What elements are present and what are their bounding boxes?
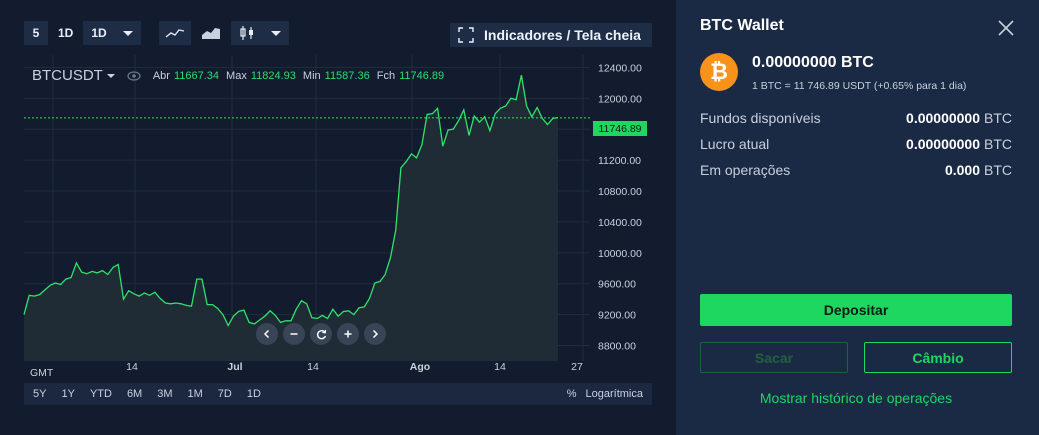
minus-icon bbox=[290, 333, 298, 335]
x-tick-label: 14 bbox=[126, 361, 138, 373]
ohlc-legend: BTCUSDT Abr 11667.34 Max 11824.93 Min 11… bbox=[32, 67, 451, 84]
chevron-right-icon bbox=[372, 329, 379, 339]
chevron-down-icon bbox=[123, 30, 134, 36]
min-value: 11587.36 bbox=[324, 69, 370, 82]
y-tick-label: 11200.00 bbox=[598, 155, 641, 167]
x-tick-label: 14 bbox=[494, 361, 506, 373]
row-label: Lucro atual bbox=[700, 136, 770, 152]
interval-select-value: 1D bbox=[91, 26, 107, 40]
row-value: 0.00000000 bbox=[906, 110, 980, 126]
wallet-title: BTC Wallet bbox=[700, 17, 784, 34]
bitcoin-icon: ₿ bbox=[700, 53, 738, 91]
interval-button[interactable]: 1D bbox=[58, 26, 74, 40]
indicators-label: Indicadores / Tela cheia bbox=[484, 27, 641, 43]
current-profit-row: Lucro atual 0.00000000 BTC bbox=[700, 136, 1012, 152]
timezone-label: GMT bbox=[30, 367, 54, 379]
bar-count-button[interactable]: 5 bbox=[24, 21, 48, 45]
area-chart-icon bbox=[202, 28, 221, 39]
line-chart-button[interactable] bbox=[159, 21, 192, 45]
range-1y[interactable]: 1Y bbox=[61, 388, 75, 400]
y-tick-label: 9200.00 bbox=[598, 310, 636, 322]
scroll-left-button[interactable] bbox=[256, 323, 278, 345]
y-tick-label: 8800.00 bbox=[598, 341, 636, 353]
range-ytd[interactable]: YTD bbox=[89, 388, 112, 400]
chart-panel: 5 1D 1D bbox=[0, 21, 676, 405]
price-chart[interactable]: 12400.0012000.0011600.0011200.0010800.00… bbox=[0, 55, 676, 380]
deposit-button[interactable]: Depositar bbox=[700, 294, 1012, 326]
row-value: 0.00000000 bbox=[906, 136, 980, 152]
y-tick-label: 10400.00 bbox=[598, 217, 642, 229]
zoom-in-button[interactable] bbox=[337, 323, 359, 345]
open-label: Abr bbox=[152, 69, 170, 82]
scroll-right-button[interactable] bbox=[364, 323, 386, 345]
candlestick-icon bbox=[240, 26, 254, 40]
indicators-fullscreen-button[interactable]: Indicadores / Tela cheia bbox=[450, 23, 652, 47]
row-unit: BTC bbox=[984, 136, 1012, 152]
candlestick-select[interactable] bbox=[231, 21, 290, 45]
chart-toolbar: 5 1D 1D bbox=[24, 21, 290, 45]
x-tick-label: 27 bbox=[571, 361, 583, 373]
row-value: 0.000 bbox=[944, 162, 980, 178]
range-1d[interactable]: 1D bbox=[246, 388, 261, 400]
percent-scale-toggle[interactable]: % bbox=[566, 388, 577, 400]
chart-navigation bbox=[256, 323, 391, 345]
x-tick-label: Jul bbox=[227, 361, 242, 373]
row-unit: BTC bbox=[984, 110, 1012, 126]
row-label: Em operações bbox=[700, 162, 791, 178]
y-tick-label: 9600.00 bbox=[598, 279, 636, 291]
close-label: Fch bbox=[376, 69, 396, 82]
symbol-label[interactable]: BTCUSDT bbox=[32, 67, 103, 84]
exchange-rate: 1 BTC = 11 746.89 USDT (+0.65% para 1 di… bbox=[752, 80, 967, 92]
price-line bbox=[23, 74, 559, 327]
reset-icon bbox=[316, 329, 326, 339]
price-area bbox=[24, 75, 558, 361]
max-label: Max bbox=[226, 69, 247, 82]
interval-select[interactable]: 1D bbox=[83, 21, 142, 45]
range-7d[interactable]: 7D bbox=[217, 388, 232, 400]
range-1m[interactable]: 1M bbox=[187, 388, 203, 400]
in-operations-row: Em operações 0.000 BTC bbox=[700, 162, 1012, 178]
chevron-left-icon bbox=[263, 329, 270, 339]
chevron-down-icon bbox=[271, 30, 282, 36]
close-icon[interactable] bbox=[996, 18, 1016, 38]
chevron-down-icon[interactable] bbox=[106, 73, 115, 78]
close-value: 11746.89 bbox=[399, 69, 445, 82]
fullscreen-icon bbox=[458, 27, 474, 43]
withdraw-button[interactable]: Sacar bbox=[700, 342, 848, 373]
exchange-button[interactable]: Câmbio bbox=[864, 342, 1012, 373]
range-6m[interactable]: 6M bbox=[126, 388, 143, 400]
line-chart-icon bbox=[165, 29, 185, 38]
range-5y[interactable]: 5Y bbox=[33, 388, 47, 400]
wallet-balance: 0.00000000 BTC bbox=[752, 54, 874, 71]
row-label: Fundos disponíveis bbox=[700, 110, 821, 126]
zoom-out-button[interactable] bbox=[283, 323, 305, 345]
row-unit: BTC bbox=[984, 162, 1012, 178]
y-tick-label: 12000.00 bbox=[598, 93, 642, 105]
area-chart-button[interactable] bbox=[195, 21, 227, 45]
wallet-panel: BTC Wallet ₿ 0.00000000 BTC 1 BTC = 11 7… bbox=[676, 0, 1039, 435]
scale-options: % Logarítmica bbox=[567, 388, 652, 400]
reset-view-button[interactable] bbox=[310, 323, 332, 345]
operation-history-link[interactable]: Mostrar histórico de operações bbox=[759, 390, 953, 406]
plus-icon bbox=[344, 330, 352, 338]
x-tick-label: Ago bbox=[410, 361, 430, 373]
y-tick-label: 10800.00 bbox=[598, 186, 642, 198]
range-3m[interactable]: 3M bbox=[157, 388, 173, 400]
min-label: Min bbox=[302, 69, 321, 82]
range-bar: 5Y 1Y YTD 6M 3M 1M 7D 1D % Logarítmica bbox=[24, 383, 652, 405]
log-scale-toggle[interactable]: Logarítmica bbox=[585, 388, 643, 400]
y-tick-label: 12400.00 bbox=[598, 62, 642, 74]
current-price-tag: 11746.89 bbox=[593, 121, 647, 136]
y-tick-label: 10000.00 bbox=[598, 248, 642, 260]
x-tick-label: 14 bbox=[307, 361, 319, 373]
max-value: 11824.93 bbox=[250, 69, 296, 82]
open-value: 11667.34 bbox=[173, 69, 220, 82]
eye-icon[interactable] bbox=[127, 70, 141, 81]
available-funds-row: Fundos disponíveis 0.00000000 BTC bbox=[700, 110, 1012, 126]
